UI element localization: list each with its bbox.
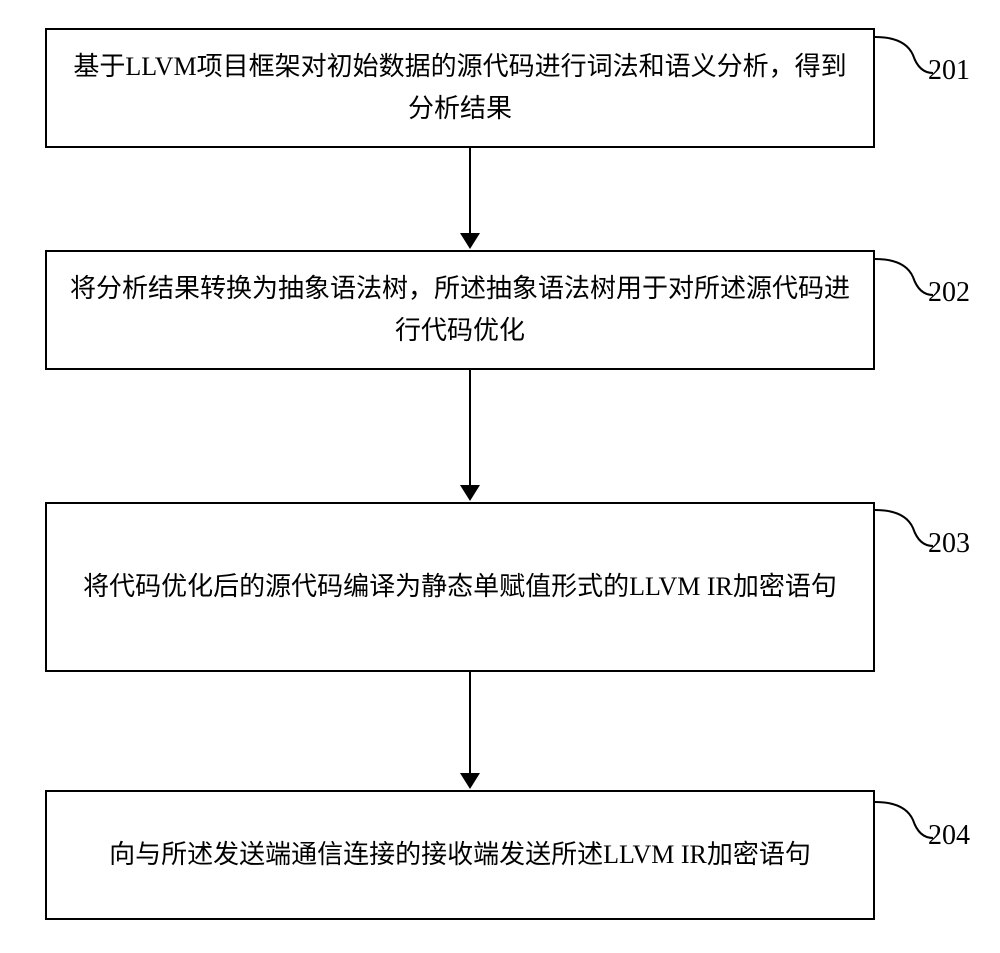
arrow-2-3 bbox=[460, 370, 480, 501]
flow-step-4-text: 向与所述发送端通信连接的接收端发送所述LLVM IR加密语句 bbox=[109, 834, 811, 876]
flowchart-container: 基于LLVM项目框架对初始数据的源代码进行词法和语义分析，得到分析结果 201 … bbox=[0, 0, 1000, 953]
arrow-head-icon bbox=[460, 233, 480, 249]
arrow-1-2 bbox=[460, 148, 480, 249]
step-label-204: 204 bbox=[928, 820, 970, 852]
arrow-head-icon bbox=[460, 485, 480, 501]
step-label-203: 203 bbox=[928, 528, 970, 560]
flow-step-3-text: 将代码优化后的源代码编译为静态单赋值形式的LLVM IR加密语句 bbox=[83, 566, 837, 608]
connector-1 bbox=[875, 35, 935, 75]
flow-step-1: 基于LLVM项目框架对初始数据的源代码进行词法和语义分析，得到分析结果 bbox=[45, 28, 875, 148]
flow-step-1-text: 基于LLVM项目框架对初始数据的源代码进行词法和语义分析，得到分析结果 bbox=[67, 46, 853, 129]
connector-3 bbox=[875, 508, 935, 548]
connector-2 bbox=[875, 257, 935, 297]
arrow-3-4 bbox=[460, 672, 480, 789]
flow-step-2: 将分析结果转换为抽象语法树，所述抽象语法树用于对所述源代码进行代码优化 bbox=[45, 250, 875, 370]
step-label-202: 202 bbox=[928, 277, 970, 309]
arrow-line bbox=[469, 370, 471, 486]
connector-4 bbox=[875, 800, 935, 840]
flow-step-3: 将代码优化后的源代码编译为静态单赋值形式的LLVM IR加密语句 bbox=[45, 502, 875, 672]
arrow-head-icon bbox=[460, 773, 480, 789]
arrow-line bbox=[469, 148, 471, 234]
arrow-line bbox=[469, 672, 471, 774]
step-label-201: 201 bbox=[928, 55, 970, 87]
flow-step-2-text: 将分析结果转换为抽象语法树，所述抽象语法树用于对所述源代码进行代码优化 bbox=[67, 268, 853, 351]
flow-step-4: 向与所述发送端通信连接的接收端发送所述LLVM IR加密语句 bbox=[45, 790, 875, 920]
